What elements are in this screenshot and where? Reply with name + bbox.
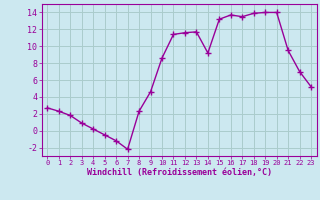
X-axis label: Windchill (Refroidissement éolien,°C): Windchill (Refroidissement éolien,°C) <box>87 168 272 177</box>
